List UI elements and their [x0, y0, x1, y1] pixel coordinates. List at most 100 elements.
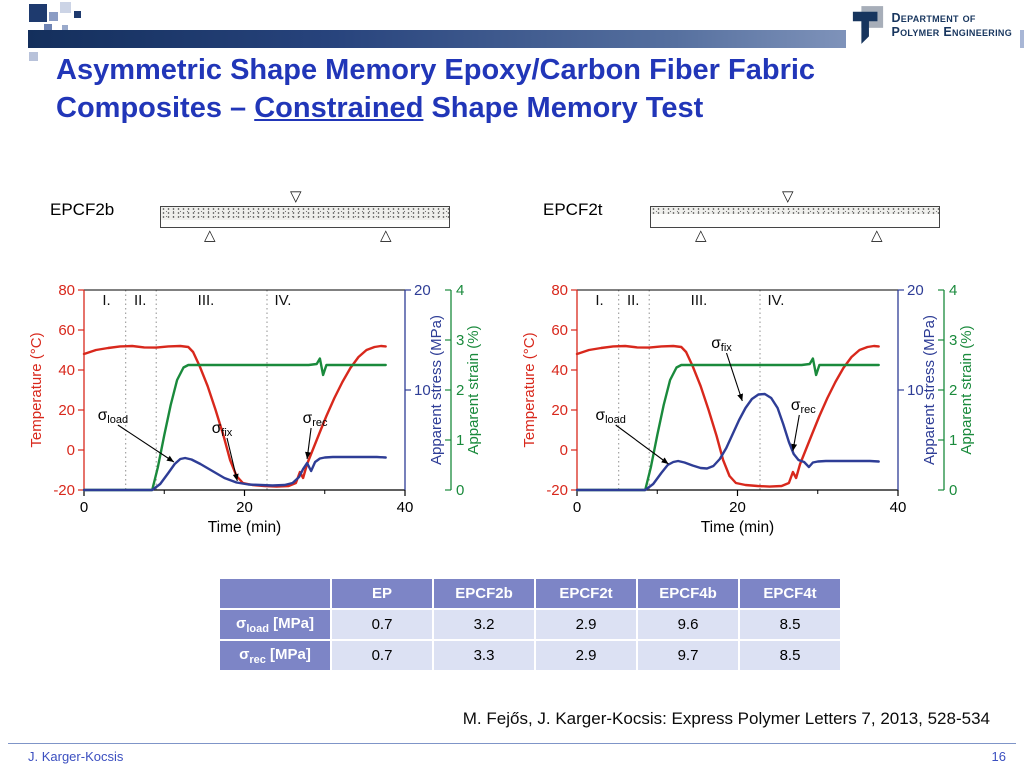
temp-tick-label: -20: [53, 482, 75, 499]
deco-square: [60, 2, 71, 13]
series-apparent-strain: [82, 357, 387, 492]
region-label: II.: [134, 292, 147, 309]
region-label: III.: [198, 292, 215, 309]
annotation-sigma-load: σload: [98, 407, 128, 426]
region-label: I.: [595, 292, 603, 309]
title-line1: Asymmetric Shape Memory Epoxy/Carbon Fib…: [56, 54, 816, 86]
cf-layer: [161, 207, 449, 220]
stress-axis-title: Apparent stress (MPa): [921, 315, 938, 465]
load-point-icon: ▽: [782, 188, 794, 205]
deco-square: [29, 4, 47, 22]
specimen-bar: [650, 206, 940, 228]
table-cell: 3.3: [432, 639, 536, 672]
temp-tick-label: 0: [560, 442, 568, 459]
series-temperature: [575, 344, 880, 488]
temp-tick-label: -20: [546, 482, 568, 499]
table-row-header: σload [MPa]: [218, 608, 332, 641]
x-tick-label: 40: [397, 499, 414, 516]
deco-square: [29, 52, 38, 61]
table-cell: 2.9: [534, 608, 638, 641]
citation: M. Fejős, J. Karger-Kocsis: Express Poly…: [462, 709, 990, 728]
region-label: II.: [627, 292, 640, 309]
specimen-label: EPCF2b: [50, 200, 115, 219]
table-col-header: EP: [330, 577, 434, 610]
stress-axis-title: Apparent stress (MPa): [428, 315, 445, 465]
region-label: IV.: [768, 292, 785, 309]
x-axis-title: Time (min): [208, 519, 281, 536]
chart-epcf2b-container: I. II. III. IV. 0 20 40 Time (min) -20 0 20 40 60 80 T…: [26, 272, 501, 542]
series-apparent-stress: [82, 455, 387, 492]
x-axis-title: Time (min): [701, 519, 774, 536]
table-cell: 0.7: [330, 639, 434, 672]
annotation-sigma-load: σload: [596, 407, 626, 426]
x-tick-label: 0: [80, 499, 88, 516]
annotation-sigma-fix: σfix: [212, 420, 233, 439]
cf-layer: [651, 207, 939, 214]
table-cell: 9.7: [636, 639, 740, 672]
support-icon: △: [871, 227, 883, 244]
annotation-arrow: [615, 424, 669, 465]
strain-tick-label: 3: [456, 332, 464, 349]
logo-line1: Department of: [891, 11, 976, 25]
temp-axis-title: Temperature (°C): [28, 332, 45, 447]
support-icon: △: [204, 227, 216, 244]
results-table-wrap: EP EPCF2b EPCF2t EPCF4b EPCF4t σload [MPa] 0.7…: [218, 577, 842, 672]
strain-tick-label: 2: [456, 382, 464, 399]
table-cell: 3.2: [432, 608, 536, 641]
strain-axis-title: Apparent strain (%): [465, 325, 482, 454]
results-table: EP EPCF2b EPCF2t EPCF4b EPCF4t σload [MPa] 0.7…: [218, 577, 842, 672]
temp-tick-label: 20: [58, 402, 75, 419]
x-tick-label: 0: [573, 499, 581, 516]
table-cell: 8.5: [738, 639, 842, 672]
temp-tick-label: 60: [551, 322, 568, 339]
table-cell: 8.5: [738, 608, 842, 641]
region-label: IV.: [275, 292, 292, 309]
table-col-header: EPCF2t: [534, 577, 638, 610]
logo-line2: Polymer Engineering: [891, 25, 1012, 39]
temp-tick-label: 0: [67, 442, 75, 459]
specimen-epcf2b: EPCF2b ▽ △ △: [50, 182, 452, 248]
stress-tick-label: 20: [907, 282, 924, 299]
deco-square: [49, 12, 58, 21]
annotation-sigma-rec: σrec: [791, 397, 816, 416]
annotation-arrow: [117, 424, 175, 463]
page-number: 16: [991, 749, 1006, 764]
temp-tick-label: 40: [551, 362, 568, 379]
temp-tick-label: 20: [551, 402, 568, 419]
support-icon: △: [695, 227, 707, 244]
strain-tick-label: 0: [456, 482, 464, 499]
specimen-bar: [160, 206, 450, 228]
charts-row: I. II. III. IV. 0 20 40 Time (min) -20 0 20 40 60 80 T…: [26, 272, 998, 542]
temp-axis-title: Temperature (°C): [521, 332, 538, 447]
footer-divider: [8, 743, 1016, 744]
region-label: III.: [691, 292, 708, 309]
strain-tick-label: 4: [949, 282, 957, 299]
temp-tick-label: 60: [58, 322, 75, 339]
temp-tick-label: 80: [551, 282, 568, 299]
load-point-icon: ▽: [290, 188, 302, 205]
table-col-header: EPCF4b: [636, 577, 740, 610]
table-cell: 0.7: [330, 608, 434, 641]
deco-square: [44, 24, 52, 32]
annotation-arrow: [725, 352, 743, 402]
series-temperature: [82, 344, 387, 488]
x-tick-label: 20: [729, 499, 746, 516]
table-row-header: σrec [MPa]: [218, 639, 332, 672]
slide-title: Asymmetric Shape Memory Epoxy/Carbon Fib…: [56, 52, 991, 127]
specimen-label: EPCF2t: [543, 200, 603, 219]
annotation-sigma-rec: σrec: [303, 410, 328, 429]
logo-t-icon: [853, 6, 884, 44]
top-gradient-bar: [28, 30, 1024, 48]
annotation-arrow: [305, 427, 312, 460]
table-cell: 2.9: [534, 639, 638, 672]
strain-tick-label: 2: [949, 382, 957, 399]
footer-author: J. Karger-Kocsis: [28, 749, 124, 764]
annotation-arrow: [791, 414, 800, 452]
table-col-header: EPCF2b: [432, 577, 536, 610]
annotation-arrow: [226, 437, 239, 482]
strain-tick-label: 4: [456, 282, 464, 299]
temp-tick-label: 40: [58, 362, 75, 379]
strain-axis-title: Apparent strain (%): [958, 325, 975, 454]
